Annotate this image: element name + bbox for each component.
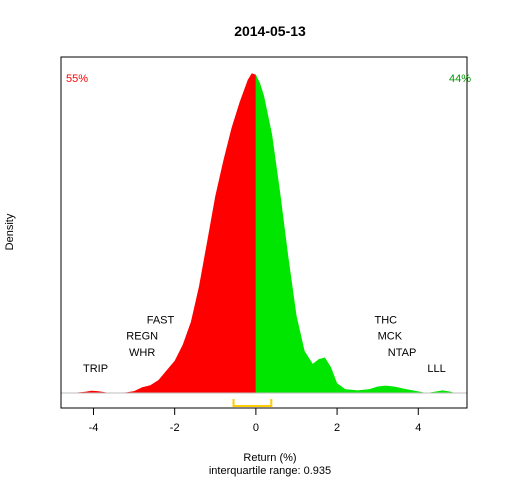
ticker-label: WHR bbox=[129, 347, 155, 359]
negative-return-area bbox=[71, 73, 256, 393]
x-tick-label: -4 bbox=[89, 422, 99, 434]
ticker-label: REGN bbox=[126, 331, 158, 343]
ticker-label: TRIP bbox=[83, 363, 108, 375]
ticker-label: LLL bbox=[427, 363, 445, 375]
chart-title: 2014-05-13 bbox=[234, 23, 306, 39]
x-tick-label: 4 bbox=[415, 422, 421, 434]
iqr-subtitle: interquartile range: 0.935 bbox=[209, 465, 331, 477]
x-axis-label: Return (%) bbox=[243, 452, 296, 464]
x-tick-label: 2 bbox=[334, 422, 340, 434]
x-axis: -4 -2 0 2 4 bbox=[89, 408, 421, 434]
density-area-layer bbox=[71, 73, 455, 394]
plot-frame bbox=[60, 56, 468, 409]
iqr-bracket bbox=[232, 399, 273, 407]
positive-return-area bbox=[255, 74, 455, 394]
ticker-label: MCK bbox=[378, 331, 403, 343]
x-tick-label: 0 bbox=[253, 422, 259, 434]
y-axis-label: Density bbox=[4, 213, 16, 250]
ticker-annotations: TRIP WHR REGN FAST LLL NTAP MCK THC bbox=[83, 315, 446, 375]
x-tick-label: -2 bbox=[170, 422, 180, 434]
ticker-label: NTAP bbox=[388, 347, 417, 359]
positive-share-label: 44% bbox=[449, 73, 471, 85]
ticker-label: FAST bbox=[147, 315, 175, 327]
negative-share-label: 55% bbox=[66, 73, 88, 85]
ticker-label: THC bbox=[374, 315, 397, 327]
